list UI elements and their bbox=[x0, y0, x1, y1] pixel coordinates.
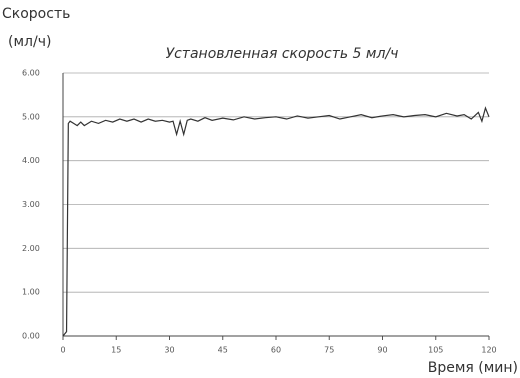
y-tick-label: 0.00 bbox=[22, 332, 40, 341]
data-line bbox=[62, 106, 490, 337]
y-tick-label: 2.00 bbox=[22, 244, 40, 253]
x-axis-label: Время (мин) bbox=[428, 360, 518, 376]
x-tick-label: 15 bbox=[111, 346, 121, 355]
y-axis-label: (мл/ч) bbox=[8, 34, 51, 50]
x-tick-label: 120 bbox=[481, 346, 496, 355]
y-tick-label: 1.00 bbox=[22, 288, 40, 297]
x-tick-label: 0 bbox=[60, 346, 65, 355]
x-tick-label: 90 bbox=[377, 346, 387, 355]
y-axis-label: Скорость bbox=[2, 6, 70, 22]
chart-title: Установленная скорость 5 мл/ч bbox=[166, 46, 399, 62]
x-tick-label: 45 bbox=[218, 346, 228, 355]
x-tick-label: 60 bbox=[271, 346, 281, 355]
x-tick-label: 75 bbox=[324, 346, 334, 355]
x-tick-label: 30 bbox=[164, 346, 174, 355]
y-tick-label: 3.00 bbox=[22, 200, 40, 209]
x-tick-label: 105 bbox=[428, 346, 443, 355]
y-tick-label: 4.00 bbox=[22, 156, 40, 165]
y-tick-label: 6.00 bbox=[22, 69, 40, 78]
y-tick-label: 5.00 bbox=[22, 112, 40, 121]
